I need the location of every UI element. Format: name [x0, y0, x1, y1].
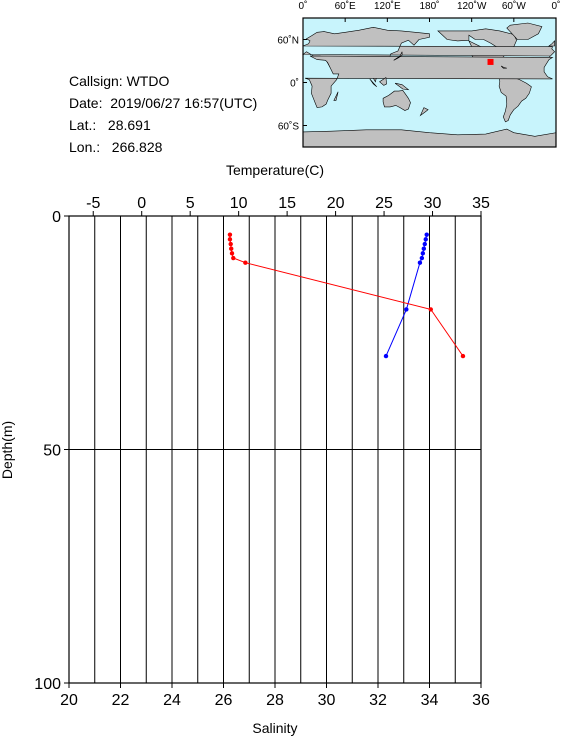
salinity-tick-label: 20	[60, 692, 78, 709]
temperature-tick-label: 20	[327, 195, 345, 212]
depth-axis: 0 50 100	[34, 209, 69, 693]
temperature-tick-label: 15	[278, 195, 296, 212]
temperature-data-point	[422, 241, 427, 247]
salinity-data-point	[231, 255, 236, 261]
landmass	[393, 51, 403, 61]
salinity-axis: 20 22 24 26 28 30 32 34 36	[60, 683, 490, 709]
longitude-text: Lon.: 266.828	[69, 139, 163, 155]
location-map: 0˚ 60˚E 120˚E 180˚ 120˚W 60˚W 0˚ 60˚N 0˚ 60˚S	[277, 0, 560, 148]
chart-grid	[69, 216, 481, 683]
latitude-text: Lat.: 28.691	[69, 117, 151, 133]
salinity-tick-label: 22	[112, 692, 130, 709]
landmass	[506, 22, 543, 40]
salinity-tick-label: 24	[163, 692, 181, 709]
depth-tick-label: 0	[52, 209, 61, 226]
temperature-tick-label: -5	[86, 195, 100, 212]
map-longitude-label: 120˚W	[457, 0, 487, 12]
salinity-data-point	[229, 251, 235, 256]
temperature-data-point	[419, 255, 425, 261]
temperature-profile-line	[385, 234, 428, 357]
temperature-data-point	[421, 246, 427, 251]
callsign-text: Callsign: WTDO	[69, 73, 170, 89]
salinity-data-point	[228, 241, 233, 247]
date-text: Date: 2019/06/27 16:57(UTC)	[69, 95, 258, 111]
landmass	[333, 91, 339, 101]
depth-tick-label: 100	[34, 676, 61, 693]
ship-position-marker	[487, 58, 494, 65]
landmass	[419, 107, 429, 117]
map-land	[302, 22, 557, 148]
salinity-tick-label: 28	[266, 692, 284, 709]
temperature-data-point	[423, 237, 428, 242]
landmass	[382, 90, 411, 111]
salinity-data-point	[229, 246, 234, 251]
temperature-tick-label: 0	[137, 195, 146, 212]
salinity-tick-label: 26	[215, 692, 233, 709]
map-longitude-label: 60˚W	[502, 0, 526, 12]
map-longitude-label: 60˚E	[335, 0, 356, 12]
temperature-tick-label: 25	[375, 195, 393, 212]
map-longitude-label: 0˚	[299, 0, 308, 12]
temperature-data-point	[383, 353, 389, 359]
salinity-tick-label: 30	[318, 692, 336, 709]
salinity-tick-label: 34	[421, 692, 439, 709]
temperature-tick-label: 35	[472, 195, 490, 212]
map-latitude-label: 0˚	[290, 78, 299, 90]
temperature-axis-label: Temperature(C)	[226, 162, 324, 178]
map-longitude-label: 0˚	[552, 0, 561, 12]
profile-series	[227, 232, 466, 359]
salinity-axis-label: Salinity	[252, 720, 297, 736]
temperature-data-point	[417, 260, 423, 265]
temperature-data-point	[420, 251, 426, 256]
depth-tick-label: 50	[43, 443, 61, 460]
temperature-data-point	[424, 232, 429, 237]
map-latitude-label: 60˚N	[277, 35, 299, 47]
salinity-profile-line	[229, 234, 464, 357]
temperature-tick-label: 5	[186, 195, 195, 212]
map-ticks: 0˚ 60˚E 120˚E 180˚ 120˚W 60˚W 0˚ 60˚N 0˚ 60˚S	[277, 0, 560, 133]
map-frame	[302, 17, 557, 148]
map-latitude-label: 60˚S	[278, 121, 299, 133]
salinity-data-point	[243, 260, 248, 265]
map-longitude-label: 120˚E	[374, 0, 401, 12]
landmass	[548, 40, 555, 47]
salinity-data-point	[227, 237, 233, 242]
landmass	[500, 65, 507, 69]
temperature-tick-label: 10	[230, 195, 248, 212]
landmass	[394, 82, 410, 91]
temperature-axis: -5 0 5 10 15 20 25 30 35	[86, 195, 490, 216]
salinity-data-point	[460, 353, 466, 359]
landmass	[305, 55, 554, 108]
temperature-tick-label: 30	[424, 195, 442, 212]
landmass	[379, 76, 387, 86]
salinity-data-point	[227, 232, 233, 237]
temperature-data-point	[404, 307, 409, 312]
depth-axis-label: Depth(m)	[0, 421, 15, 479]
salinity-tick-label: 36	[472, 692, 490, 709]
map-longitude-label: 180˚	[419, 0, 439, 12]
landmass	[369, 78, 378, 88]
salinity-tick-label: 32	[369, 692, 387, 709]
salinity-data-point	[428, 307, 433, 312]
